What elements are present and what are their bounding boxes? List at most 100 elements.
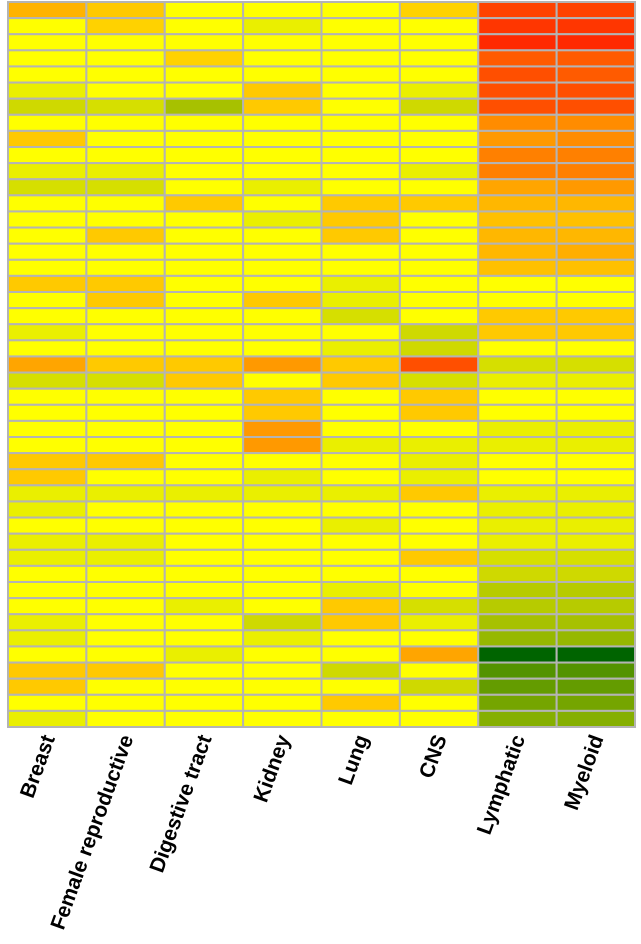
heatmap-cell-r3-female-reproductive (85, 33, 166, 52)
heatmap-cell-r3-myeloid (555, 33, 637, 52)
heatmap-cell-r11-lung (320, 162, 401, 181)
heatmap-cell-r11-digestive-tract (163, 162, 245, 181)
heatmap-cell-r21-lung (320, 323, 401, 342)
heatmap-cell-r31-breast (7, 484, 88, 503)
heatmap-cell-r3-digestive-tract (163, 33, 245, 52)
heatmap-cell-r42-female-reproductive (85, 661, 166, 680)
heatmap-cell-r9-lung (320, 129, 401, 148)
heatmap-cell-r25-kidney (242, 387, 323, 406)
heatmap-cell-r34-lymphatic (477, 532, 558, 551)
heatmap-cell-r16-myeloid (555, 242, 637, 261)
x-tick-label-myeloid: Myeloid (560, 732, 608, 813)
heatmap-cell-r20-breast (7, 307, 88, 326)
heatmap-cell-r12-breast (7, 178, 88, 197)
heatmap-cell-r45-myeloid (555, 709, 637, 729)
heatmap-cell-r10-breast (7, 146, 88, 165)
heatmap-cell-r11-myeloid (555, 162, 637, 181)
heatmap-cell-r9-digestive-tract (163, 129, 245, 148)
heatmap-cell-r31-myeloid (555, 484, 637, 503)
heatmap-cell-r11-kidney (242, 162, 323, 181)
heatmap-cell-r45-lymphatic (477, 709, 558, 729)
heatmap-cell-r43-kidney (242, 677, 323, 696)
heatmap-cell-r29-lymphatic (477, 452, 558, 471)
heatmap-cell-r40-cns (398, 629, 480, 648)
heatmap-cell-r8-female-reproductive (85, 113, 166, 132)
heatmap-cell-r27-breast (7, 419, 88, 439)
heatmap-cell-r41-lung (320, 645, 401, 664)
heatmap-cell-r38-digestive-tract (163, 597, 245, 616)
heatmap-cell-r11-lymphatic (477, 162, 558, 181)
heatmap-cell-r15-breast (7, 226, 88, 245)
x-tick-label-lung: Lung (334, 732, 373, 788)
heatmap-cell-r16-lung (320, 242, 401, 261)
heatmap-cell-r12-female-reproductive (85, 178, 166, 197)
heatmap-cell-r34-kidney (242, 532, 323, 551)
heatmap-cell-r33-myeloid (555, 516, 637, 535)
heatmap-cell-r37-cns (398, 581, 480, 600)
heatmap-cell-r7-female-reproductive (85, 97, 166, 116)
heatmap-cell-r2-kidney (242, 17, 323, 36)
heatmap-cell-r8-lymphatic (477, 113, 558, 132)
heatmap-cell-r21-breast (7, 323, 88, 342)
heatmap-cell-r24-cns (398, 371, 480, 390)
heatmap-cell-r42-lung (320, 661, 401, 680)
heatmap-cell-r4-female-reproductive (85, 49, 166, 68)
heatmap-cell-r6-lung (320, 81, 401, 100)
heatmap-cell-r1-lung (320, 1, 401, 20)
heatmap-cell-r29-kidney (242, 452, 323, 471)
heatmap-cell-r17-breast (7, 258, 88, 277)
heatmap-cell-r6-breast (7, 81, 88, 100)
heatmap-cell-r3-lung (320, 33, 401, 52)
heatmap-cell-r9-female-reproductive (85, 129, 166, 148)
heatmap-cell-r35-digestive-tract (163, 548, 245, 567)
heatmap-cell-r29-breast (7, 452, 88, 471)
heatmap-cell-r43-digestive-tract (163, 677, 245, 696)
heatmap-cell-r6-lymphatic (477, 81, 558, 100)
heatmap-cell-r25-digestive-tract (163, 387, 245, 406)
heatmap-cell-r23-lung (320, 355, 401, 374)
heatmap-cell-r42-breast (7, 661, 88, 680)
heatmap-cell-r5-breast (7, 65, 88, 84)
heatmap-cell-r5-cns (398, 65, 480, 84)
heatmap-cell-r23-lymphatic (477, 355, 558, 374)
heatmap-cell-r30-breast (7, 468, 88, 487)
heatmap-cell-r8-breast (7, 113, 88, 132)
heatmap-cell-r33-lymphatic (477, 516, 558, 535)
heatmap-cell-r2-female-reproductive (85, 17, 166, 36)
heatmap-cell-r3-lymphatic (477, 33, 558, 52)
heatmap-cell-r31-lung (320, 484, 401, 503)
heatmap-cell-r29-myeloid (555, 452, 637, 471)
heatmap-cell-r10-female-reproductive (85, 146, 166, 165)
heatmap-cell-r20-kidney (242, 307, 323, 326)
heatmap-cell-r3-breast (7, 33, 88, 52)
heatmap-cell-r5-myeloid (555, 65, 637, 84)
heatmap-cell-r13-female-reproductive (85, 194, 166, 213)
heatmap-cell-r4-kidney (242, 49, 323, 68)
heatmap-cell-r40-digestive-tract (163, 629, 245, 648)
heatmap-cell-r6-digestive-tract (163, 81, 245, 100)
heatmap-cell-r30-cns (398, 468, 480, 487)
heatmap-cell-r26-cns (398, 403, 480, 422)
heatmap-cell-r22-lung (320, 339, 401, 358)
heatmap-cell-r38-myeloid (555, 597, 637, 616)
heatmap-cell-r19-cns (398, 291, 480, 310)
heatmap-cell-r26-digestive-tract (163, 403, 245, 422)
heatmap-cell-r41-lymphatic (477, 645, 558, 664)
heatmap-cell-r30-female-reproductive (85, 468, 166, 487)
heatmap-cell-r8-myeloid (555, 113, 637, 132)
x-tick-label-lymphatic: Lymphatic (473, 732, 530, 838)
heatmap-cell-r20-lymphatic (477, 307, 558, 326)
heatmap-cell-r1-kidney (242, 1, 323, 20)
heatmap-cell-r28-lung (320, 436, 401, 455)
heatmap-cell-r24-lymphatic (477, 371, 558, 390)
heatmap-cell-r14-female-reproductive (85, 210, 166, 229)
heatmap-cell-r19-lung (320, 291, 401, 310)
heatmap-cell-r41-digestive-tract (163, 645, 245, 664)
heatmap-cell-r14-kidney (242, 210, 323, 229)
heatmap-cell-r29-female-reproductive (85, 452, 166, 471)
heatmap-cell-r21-cns (398, 323, 480, 342)
heatmap-cell-r7-breast (7, 97, 88, 116)
heatmap-cell-r1-digestive-tract (163, 1, 245, 20)
heatmap-cell-r1-cns (398, 1, 480, 20)
heatmap-cell-r16-kidney (242, 242, 323, 261)
